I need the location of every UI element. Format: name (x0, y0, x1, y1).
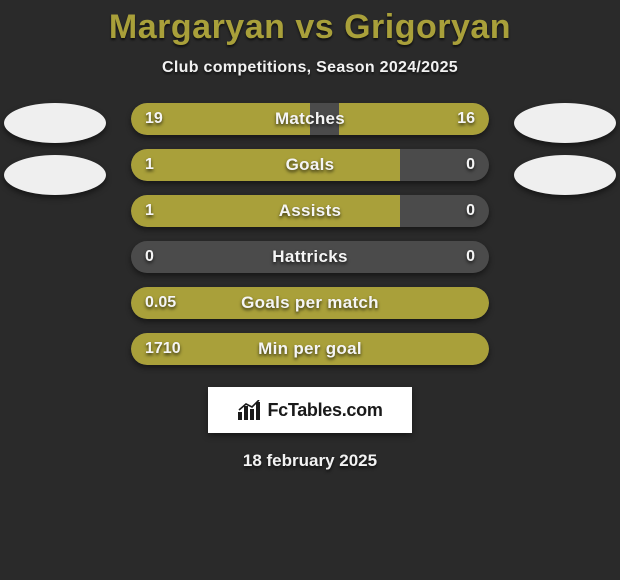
avatar (4, 155, 106, 195)
player-right-avatars (510, 103, 620, 195)
stat-label: Hattricks (131, 241, 489, 273)
stat-label: Goals per match (131, 287, 489, 319)
stat-row: 10Goals (131, 149, 489, 181)
page-title: Margaryan vs Grigoryan (0, 0, 620, 47)
avatar (4, 103, 106, 143)
source-logo: FcTables.com (208, 387, 412, 433)
bars-icon (237, 400, 263, 420)
stat-label: Goals (131, 149, 489, 181)
stat-label: Min per goal (131, 333, 489, 365)
stat-row: 0.05Goals per match (131, 287, 489, 319)
stat-row: 10Assists (131, 195, 489, 227)
date-label: 18 february 2025 (0, 451, 620, 471)
avatar (514, 155, 616, 195)
stat-label: Assists (131, 195, 489, 227)
avatar (514, 103, 616, 143)
stat-row: 1916Matches (131, 103, 489, 135)
subtitle: Club competitions, Season 2024/2025 (0, 59, 620, 77)
comparison-chart: 1916Matches 10Goals 10Assists 00Hattricks 0.… (0, 103, 620, 365)
stat-row: 1710Min per goal (131, 333, 489, 365)
player-left-avatars (0, 103, 110, 195)
stat-rows: 1916Matches 10Goals 10Assists 00Hattricks 0.… (131, 103, 489, 365)
stat-row: 00Hattricks (131, 241, 489, 273)
logo-text: FcTables.com (267, 400, 382, 421)
stat-label: Matches (131, 103, 489, 135)
